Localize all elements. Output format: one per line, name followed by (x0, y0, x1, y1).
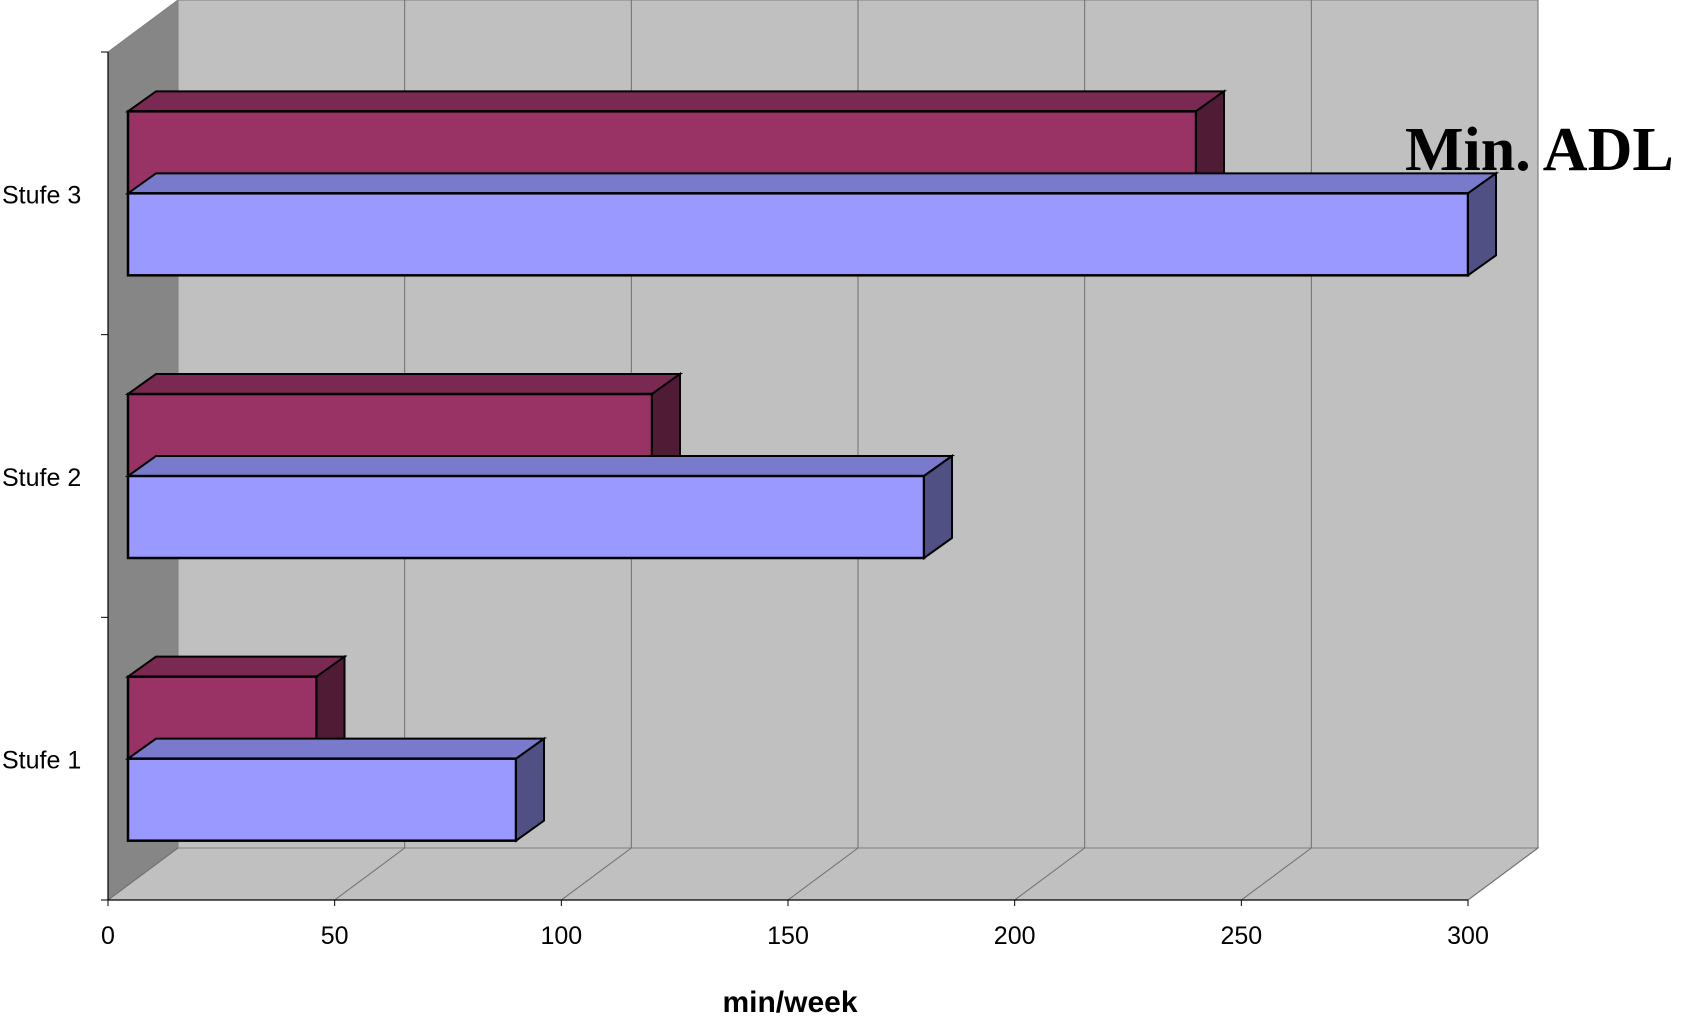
bar-top-face (124, 90, 1228, 113)
bar (126, 474, 926, 560)
bar-side-face (1467, 171, 1497, 278)
floor-gridline (334, 847, 405, 901)
bar-top-face (124, 373, 684, 395)
category-label: Stufe 3 (2, 181, 81, 209)
category-label: Stufe 2 (2, 464, 81, 492)
x-axis-label: min/week (722, 986, 857, 1016)
x-tick-label: 150 (767, 922, 809, 950)
floor-gridline (1014, 847, 1085, 901)
bar-side-face (923, 454, 953, 560)
floor-gridline (561, 847, 632, 901)
x-tick-label: 300 (1447, 922, 1489, 950)
x-tick-label: 100 (540, 922, 582, 950)
floor-gridline (1241, 847, 1312, 901)
category-label: Stufe 1 (2, 747, 81, 775)
bar (126, 757, 518, 842)
x-tick-label: 0 (101, 922, 115, 950)
bar (126, 192, 1470, 277)
bar-top-face (124, 172, 1500, 195)
x-tick-label: 250 (1220, 922, 1262, 950)
chart-title: Min. ADL (1405, 116, 1674, 184)
bar-top-face (124, 455, 956, 477)
bar-top-face (124, 655, 348, 678)
bar-side-face (515, 736, 545, 843)
floor-gridline (107, 847, 179, 901)
bar-top-face (124, 737, 548, 760)
x-tick-label: 200 (994, 922, 1036, 950)
floor-gridline (787, 847, 859, 901)
x-tick-label: 50 (321, 922, 349, 950)
floor-gridline (1467, 847, 1539, 901)
